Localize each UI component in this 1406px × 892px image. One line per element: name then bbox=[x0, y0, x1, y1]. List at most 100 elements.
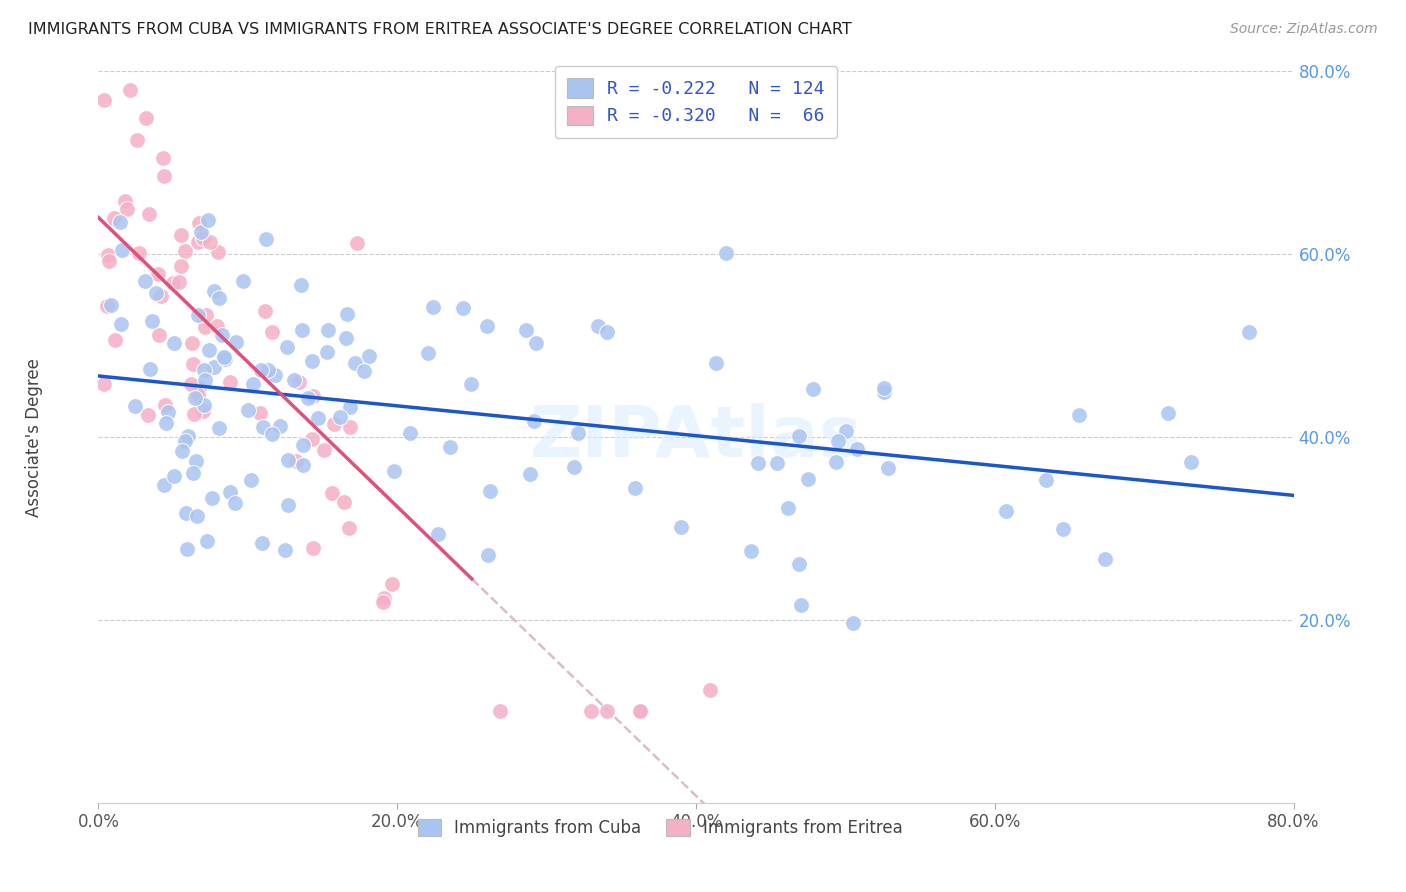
Point bbox=[100, 298, 122, 312]
Point bbox=[136, 408, 159, 422]
Point bbox=[302, 389, 325, 403]
Point bbox=[208, 421, 231, 435]
Point bbox=[835, 424, 858, 438]
Point bbox=[135, 111, 157, 125]
Text: ZIPAtlas: ZIPAtlas bbox=[530, 402, 862, 472]
Point bbox=[276, 339, 298, 353]
Point bbox=[288, 375, 311, 389]
Point bbox=[250, 536, 273, 550]
Point bbox=[1035, 473, 1057, 487]
Point bbox=[329, 410, 352, 425]
Point bbox=[562, 460, 585, 475]
Point bbox=[108, 214, 131, 228]
Point bbox=[163, 469, 186, 483]
Point bbox=[274, 543, 297, 558]
Point bbox=[489, 705, 512, 719]
Point bbox=[212, 351, 235, 365]
Point bbox=[876, 460, 898, 475]
Point bbox=[669, 519, 692, 533]
Point bbox=[145, 286, 167, 301]
Point bbox=[787, 429, 810, 443]
Point bbox=[97, 254, 120, 268]
Point bbox=[586, 318, 609, 333]
Point bbox=[148, 328, 170, 343]
Point bbox=[176, 542, 198, 557]
Point bbox=[225, 335, 247, 350]
Point bbox=[194, 308, 217, 322]
Point bbox=[277, 498, 299, 512]
Point bbox=[595, 705, 617, 719]
Point bbox=[202, 359, 225, 374]
Point bbox=[250, 363, 273, 377]
Point bbox=[181, 467, 204, 481]
Point bbox=[186, 509, 208, 524]
Point bbox=[152, 151, 174, 165]
Point bbox=[170, 227, 193, 242]
Point bbox=[128, 245, 150, 260]
Point bbox=[322, 417, 344, 431]
Point bbox=[872, 385, 894, 400]
Point bbox=[301, 353, 323, 368]
Point bbox=[332, 494, 354, 508]
Point bbox=[201, 491, 224, 506]
Point bbox=[150, 289, 173, 303]
Point bbox=[357, 349, 380, 363]
Point bbox=[257, 362, 280, 376]
Point bbox=[193, 363, 215, 377]
Point bbox=[596, 326, 619, 340]
Point bbox=[283, 373, 305, 387]
Y-axis label: Associate's Degree: Associate's Degree bbox=[25, 358, 42, 516]
Point bbox=[381, 577, 404, 591]
Point bbox=[254, 232, 277, 246]
Point bbox=[422, 300, 444, 314]
Point bbox=[740, 544, 762, 558]
Point bbox=[141, 314, 163, 328]
Point bbox=[198, 343, 221, 357]
Point bbox=[153, 477, 176, 491]
Point bbox=[191, 404, 214, 418]
Point bbox=[747, 456, 769, 470]
Point bbox=[181, 357, 204, 371]
Point bbox=[146, 267, 169, 281]
Point bbox=[262, 325, 284, 339]
Point bbox=[104, 333, 127, 347]
Point bbox=[219, 485, 242, 500]
Point bbox=[297, 391, 319, 405]
Point bbox=[200, 235, 222, 249]
Point bbox=[699, 682, 721, 697]
Point bbox=[346, 236, 368, 251]
Point bbox=[187, 388, 209, 402]
Point bbox=[172, 444, 194, 458]
Point bbox=[277, 453, 299, 467]
Point bbox=[522, 414, 544, 428]
Point bbox=[153, 398, 176, 412]
Point bbox=[117, 202, 139, 216]
Point bbox=[239, 473, 262, 487]
Point bbox=[623, 482, 645, 496]
Point bbox=[790, 599, 813, 613]
Point bbox=[184, 454, 207, 468]
Point bbox=[994, 504, 1017, 518]
Point bbox=[163, 335, 186, 350]
Text: Source: ZipAtlas.com: Source: ZipAtlas.com bbox=[1230, 22, 1378, 37]
Point bbox=[291, 438, 314, 452]
Point bbox=[291, 324, 314, 338]
Point bbox=[263, 368, 285, 382]
Point bbox=[224, 496, 246, 510]
Point bbox=[714, 246, 737, 260]
Point bbox=[114, 194, 136, 209]
Point bbox=[238, 403, 260, 417]
Point bbox=[181, 335, 204, 350]
Point bbox=[194, 373, 217, 387]
Point bbox=[180, 377, 202, 392]
Point bbox=[127, 133, 149, 147]
Point bbox=[187, 381, 209, 395]
Point bbox=[477, 549, 499, 563]
Point bbox=[1069, 408, 1091, 422]
Point bbox=[284, 454, 307, 468]
Point bbox=[1094, 552, 1116, 566]
Point bbox=[290, 278, 312, 293]
Point bbox=[193, 398, 215, 412]
Point bbox=[134, 274, 156, 288]
Point bbox=[373, 591, 395, 605]
